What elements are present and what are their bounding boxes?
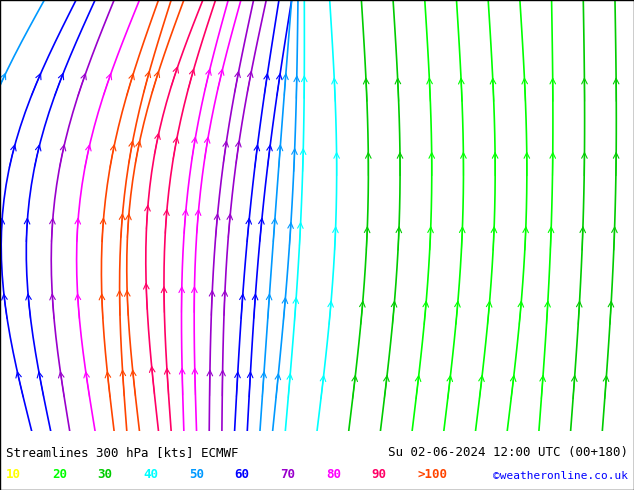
Text: ©weatheronline.co.uk: ©weatheronline.co.uk xyxy=(493,471,628,481)
Text: 50: 50 xyxy=(189,468,204,481)
Text: Streamlines 300 hPa [kts] ECMWF: Streamlines 300 hPa [kts] ECMWF xyxy=(6,446,239,459)
Text: >100: >100 xyxy=(417,468,447,481)
Text: Su 02-06-2024 12:00 UTC (00+180): Su 02-06-2024 12:00 UTC (00+180) xyxy=(387,446,628,459)
Text: 60: 60 xyxy=(235,468,250,481)
Text: 40: 40 xyxy=(143,468,158,481)
Text: 70: 70 xyxy=(280,468,295,481)
Text: 30: 30 xyxy=(98,468,113,481)
Text: 80: 80 xyxy=(326,468,341,481)
Text: 20: 20 xyxy=(52,468,67,481)
Text: 90: 90 xyxy=(372,468,387,481)
Text: 10: 10 xyxy=(6,468,22,481)
